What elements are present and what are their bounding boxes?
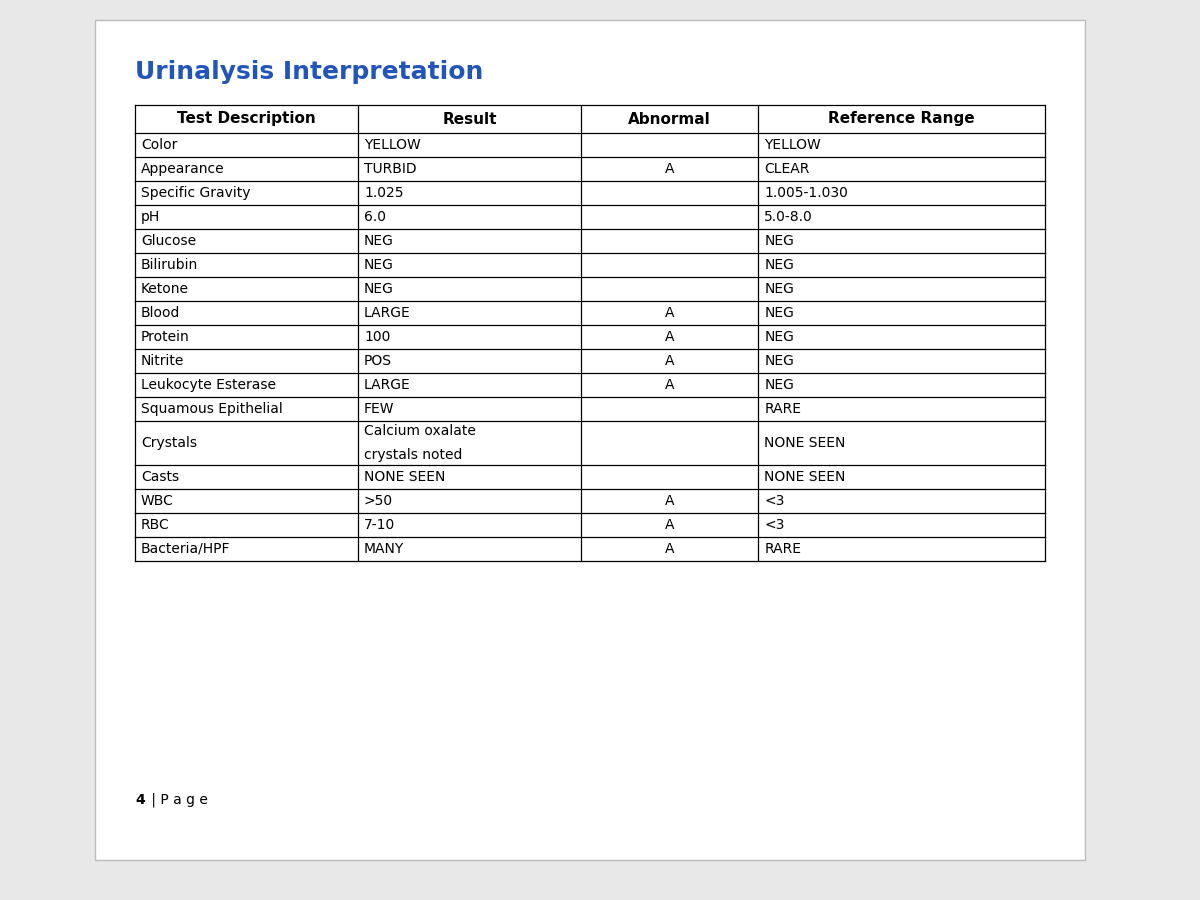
Text: A: A [665,354,674,368]
Text: 6.0: 6.0 [364,210,386,224]
Text: A: A [665,494,674,508]
Text: 100: 100 [364,330,390,344]
Text: 5.0-8.0: 5.0-8.0 [764,210,814,224]
Bar [134,205,1045,229]
Text: Reference Range: Reference Range [828,112,974,127]
Bar [134,349,1045,373]
Text: NEG: NEG [764,306,794,320]
Bar [134,133,1045,157]
Text: Bacteria/HPF: Bacteria/HPF [142,542,230,556]
Text: RBC: RBC [142,518,169,532]
Text: Ketone: Ketone [142,282,190,296]
Text: A: A [665,542,674,556]
Bar [95,20,1085,860]
Text: >50: >50 [364,494,394,508]
Text: Appearance: Appearance [142,162,224,176]
Text: A: A [665,306,674,320]
Bar [134,277,1045,301]
Text: Test Description: Test Description [178,112,316,127]
Text: Protein: Protein [142,330,190,344]
Text: crystals noted: crystals noted [364,448,462,463]
Text: TURBID: TURBID [364,162,416,176]
Text: NEG: NEG [764,330,794,344]
Text: Urinalysis Interpretation: Urinalysis Interpretation [134,60,484,84]
Text: | P a g e: | P a g e [148,793,208,807]
Text: Nitrite: Nitrite [142,354,185,368]
Text: Crystals: Crystals [142,436,197,450]
Bar [134,181,1045,205]
Text: A: A [665,162,674,176]
Text: NEG: NEG [364,234,394,248]
Bar [134,537,1045,561]
Text: Casts: Casts [142,470,179,484]
Text: Result: Result [442,112,497,127]
Text: YELLOW: YELLOW [364,138,421,152]
Text: NEG: NEG [764,258,794,272]
Text: <3: <3 [764,494,785,508]
Bar [134,325,1045,349]
Bar [134,105,1045,133]
Bar [134,229,1045,253]
Text: YELLOW: YELLOW [764,138,821,152]
Bar [134,397,1045,421]
Text: A: A [665,330,674,344]
Text: Specific Gravity: Specific Gravity [142,186,251,200]
Text: Abnormal: Abnormal [629,112,710,127]
Text: Glucose: Glucose [142,234,196,248]
Text: WBC: WBC [142,494,174,508]
Bar [134,465,1045,489]
Bar [134,157,1045,181]
Text: RARE: RARE [764,402,802,416]
Text: NEG: NEG [764,282,794,296]
Text: NONE SEEN: NONE SEEN [364,470,445,484]
Text: 4: 4 [134,793,145,807]
Text: RARE: RARE [764,542,802,556]
Text: MANY: MANY [364,542,404,556]
Bar [134,373,1045,397]
Text: 7-10: 7-10 [364,518,395,532]
Bar [134,513,1045,537]
Text: <3: <3 [764,518,785,532]
Bar [134,253,1045,277]
Text: A: A [665,518,674,532]
Text: POS: POS [364,354,392,368]
Text: Leukocyte Esterase: Leukocyte Esterase [142,378,276,392]
Text: NONE SEEN: NONE SEEN [764,436,846,450]
Text: LARGE: LARGE [364,306,410,320]
Text: pH: pH [142,210,161,224]
Text: 1.005-1.030: 1.005-1.030 [764,186,848,200]
Text: Squamous Epithelial: Squamous Epithelial [142,402,283,416]
Text: NEG: NEG [764,234,794,248]
Text: 1.025: 1.025 [364,186,403,200]
Bar [134,301,1045,325]
Text: NEG: NEG [764,354,794,368]
Text: Color: Color [142,138,178,152]
Text: FEW: FEW [364,402,395,416]
Bar [134,421,1045,465]
Text: Bilirubin: Bilirubin [142,258,198,272]
Text: CLEAR: CLEAR [764,162,810,176]
Text: A: A [665,378,674,392]
Text: Calcium oxalate: Calcium oxalate [364,424,476,437]
Text: NEG: NEG [364,258,394,272]
Text: Blood: Blood [142,306,180,320]
Text: LARGE: LARGE [364,378,410,392]
Text: NEG: NEG [364,282,394,296]
Text: NEG: NEG [764,378,794,392]
Bar [134,489,1045,513]
Text: NONE SEEN: NONE SEEN [764,470,846,484]
